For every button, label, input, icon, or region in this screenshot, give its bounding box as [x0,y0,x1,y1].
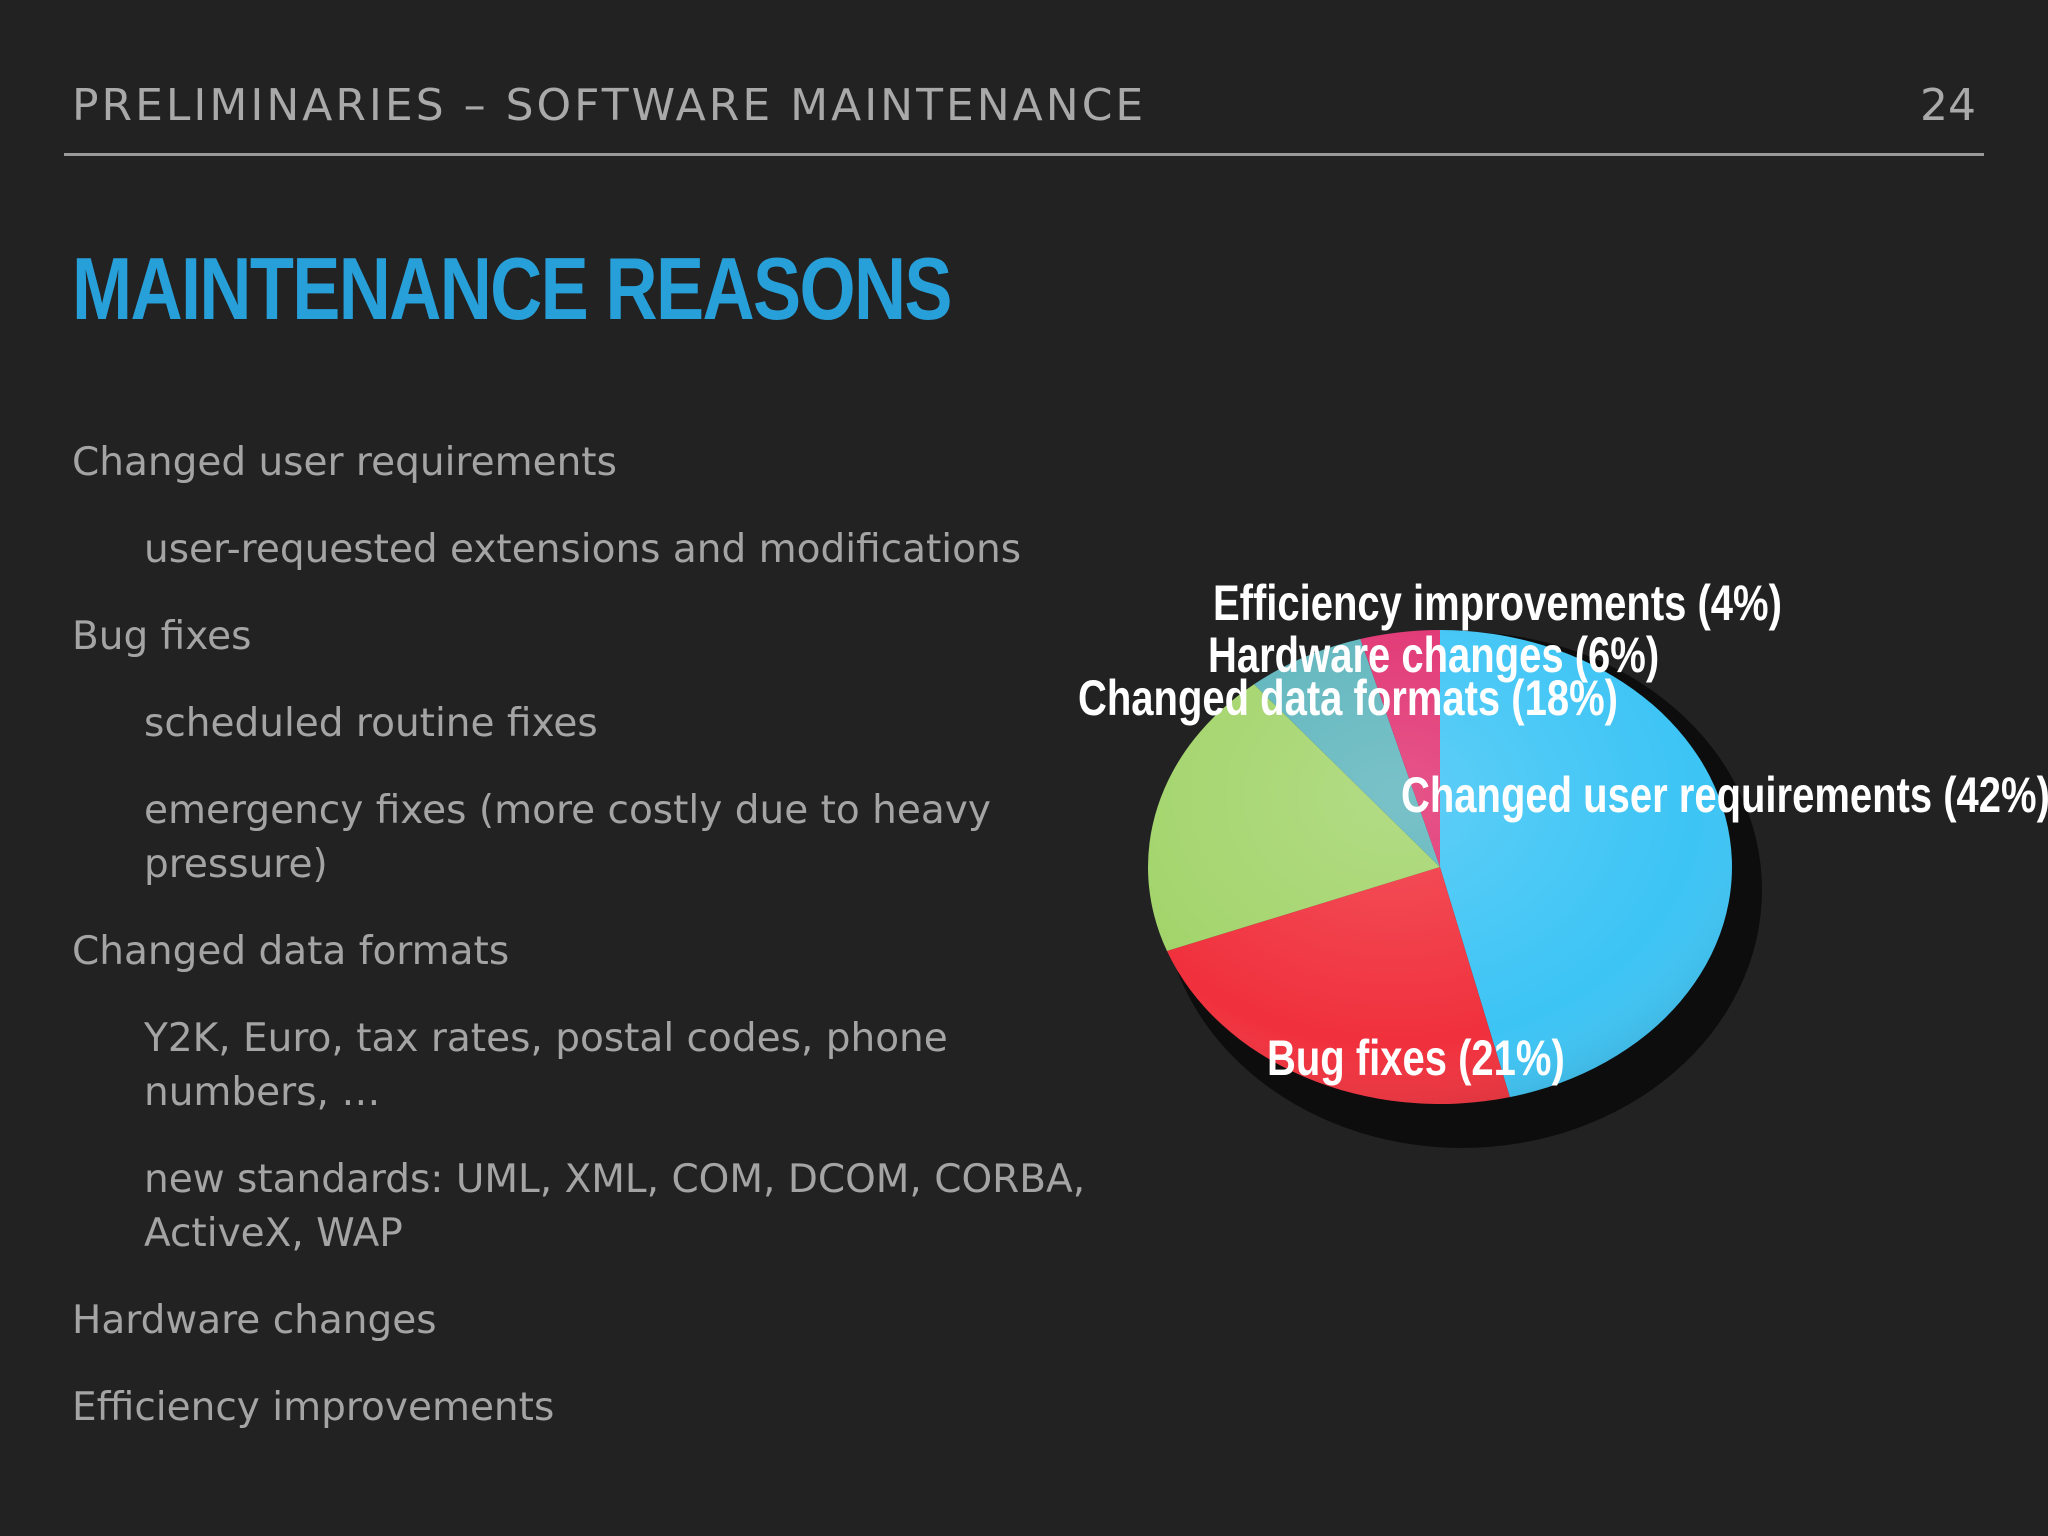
page-number: 24 [1920,80,1976,131]
bullet-item: new standards: UML, XML, COM, DCOM, CORB… [144,1157,1086,1256]
pie-labels: Changed user requirements (42%) Bug fixes… [1078,575,2048,1086]
slide-title: MAINTENANCE REASONS [72,239,953,338]
bullet-list: Changed user requirements user-requested… [72,436,1132,1435]
section-header: PRELIMINARIES – SOFTWARE MAINTENANCE [72,80,1147,131]
pie-label-changed-data-formats: Changed data formats (18%) [1078,670,1618,726]
pie-label-changed-user-requirements: Changed user requirements (42%) [1401,767,2048,823]
header-divider [64,153,1984,156]
pie-chart: Changed user requirements (42%) Bug fixes… [1078,575,2048,1148]
pie-label-efficiency-improvements: Efficiency improvements (4%) [1213,575,1782,631]
pie-highlight [1148,630,1732,1104]
bullet-item: Hardware changes [72,1298,437,1343]
bullet-item: Changed user requirements [72,440,617,485]
bullet-item: Efficiency improvements [72,1385,555,1430]
bullet-item: user-requested extensions and modificati… [144,527,1022,572]
bullet-item: Bug fixes [72,614,252,659]
bullet-item: Changed data formats [72,929,510,974]
bullet-item: scheduled routine fixes [144,701,598,746]
pie-label-hardware-changes: Hardware changes (6%) [1208,627,1659,683]
pie-label-bug-fixes: Bug fixes (21%) [1267,1030,1565,1086]
bullet-item: emergency fixes (more costly due to heav… [144,788,991,887]
bullet-item: Y2K, Euro, tax rates, postal codes, phon… [144,1016,948,1115]
